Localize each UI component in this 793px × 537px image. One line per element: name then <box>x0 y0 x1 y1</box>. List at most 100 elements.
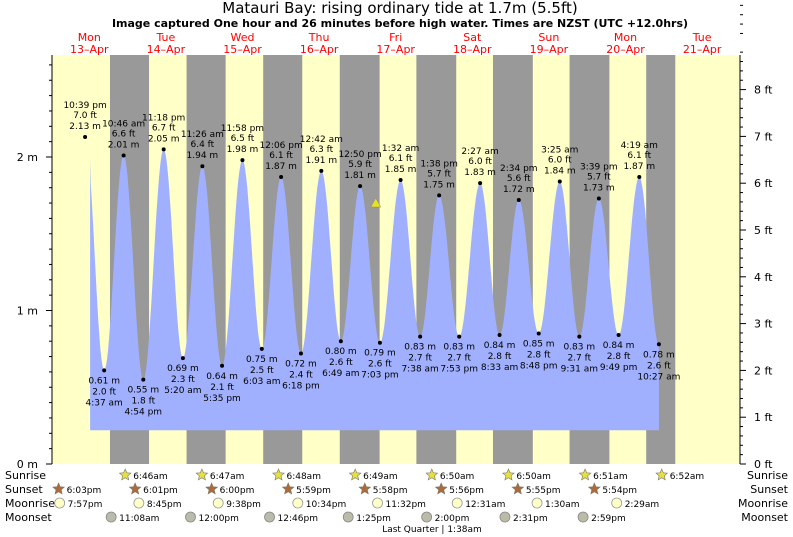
low-tide-meters: 0.64 m <box>206 372 238 382</box>
low-tide-point <box>656 342 661 347</box>
day-name-label: Fri <box>389 31 402 44</box>
high-tide-meters: 1.84 m <box>544 167 576 177</box>
sunset-time: 6:03pm <box>67 486 102 496</box>
sunrise-icon <box>195 468 209 481</box>
high-tide-feet: 6.0 ft <box>468 157 492 167</box>
high-tide-time: 12:50 pm <box>338 150 381 160</box>
high-tide-meters: 1.91 m <box>305 156 337 166</box>
low-tide-point <box>338 339 343 344</box>
moonset-icon <box>577 511 589 523</box>
day-name-label: Sun <box>538 31 559 44</box>
moonset-icon <box>499 511 511 523</box>
low-tide-point <box>298 351 303 356</box>
high-tide-point <box>437 193 442 198</box>
low-tide-meters: 0.85 m <box>523 340 555 350</box>
moonrise-icon <box>292 497 304 509</box>
left-tick-label: 2 m <box>17 151 38 164</box>
sunset-icon <box>434 482 448 495</box>
moonset-icon <box>185 511 196 523</box>
moonset-icon <box>264 511 275 523</box>
low-tide-time: 8:33 am <box>481 363 518 373</box>
plot-area <box>52 55 740 464</box>
row-label-right: Moonset <box>741 511 788 524</box>
high-tide-feet: 6.1 ft <box>627 151 651 161</box>
low-tide-meters: 0.83 m <box>563 343 595 353</box>
sunset-icon <box>128 482 142 495</box>
high-tide-point <box>637 174 642 179</box>
high-tide-point <box>478 181 483 186</box>
row-label-left: Moonrise <box>5 497 55 510</box>
high-tide-time: 10:39 pm <box>63 101 106 111</box>
high-tide-point <box>516 197 521 202</box>
row-label-right: Moonrise <box>738 497 788 510</box>
right-tick-label: 7 ft <box>754 130 773 143</box>
sunset-time: 5:56pm <box>449 486 484 496</box>
low-tide-point <box>497 333 502 338</box>
right-tick-label: 6 ft <box>754 177 773 190</box>
day-date-label: 19–Apr <box>530 43 569 56</box>
high-tide-time: 11:58 pm <box>221 124 264 134</box>
low-tide-feet: 2.1 ft <box>210 383 234 393</box>
day-name-label: Thu <box>308 31 330 44</box>
moonset-time: 2:59pm <box>591 514 626 524</box>
sunrise-time: 6:49am <box>363 472 398 482</box>
high-tide-point <box>358 184 363 189</box>
moonrise-icon <box>372 497 383 509</box>
day-date-label: 17–Apr <box>376 43 415 56</box>
sunrise-time: 6:51am <box>593 472 628 482</box>
low-tide-feet: 2.5 ft <box>250 366 274 376</box>
high-tide-point <box>200 164 205 169</box>
right-tick-label: 2 ft <box>754 364 773 377</box>
axes: 0 m 1 m 2 m 0 ft 1 ft 2 ft 3 ft 4 ft 5 ft 6 ft 7 f… <box>17 4 773 471</box>
moonset-time: 2:31pm <box>513 514 548 524</box>
current-level-marker <box>370 197 382 208</box>
moonrise-icon <box>54 497 66 509</box>
high-tide-meters: 1.83 m <box>464 168 496 178</box>
sunrise-icon <box>118 468 132 481</box>
high-tide-meters: 1.73 m <box>583 183 615 193</box>
day-name-label: Sat <box>463 31 482 44</box>
low-tide-feet: 2.7 ft <box>567 354 591 364</box>
moonrise-icon <box>451 497 463 509</box>
high-tide-time: 3:39 pm <box>580 162 618 172</box>
high-tide-time: 12:42 am <box>300 135 343 145</box>
moonrise-time: 9:38pm <box>226 500 261 510</box>
low-tide-time: 5:35 pm <box>203 394 241 404</box>
sunset-icon <box>281 482 295 495</box>
high-tide-feet: 6.0 ft <box>548 156 572 166</box>
right-tick-label: 8 ft <box>754 84 773 97</box>
low-tide-feet: 2.7 ft <box>447 354 471 364</box>
high-tide-point <box>319 168 324 173</box>
high-tide-meters: 1.85 m <box>385 165 417 175</box>
high-tide-feet: 6.7 ft <box>152 123 176 133</box>
high-tide-point <box>121 153 126 158</box>
high-tide-time: 3:25 am <box>541 146 578 156</box>
tide-area <box>90 149 659 431</box>
low-tide-point <box>180 356 185 361</box>
sunrise-time: 6:46am <box>133 472 168 482</box>
high-tide-feet: 7.0 ft <box>73 111 97 121</box>
low-tide-meters: 0.75 m <box>246 355 278 365</box>
moonset-time: 11:08am <box>119 514 159 524</box>
low-tide-time: 6:18 pm <box>282 381 320 391</box>
sunset-time: 6:01pm <box>143 486 178 496</box>
high-tide-meters: 1.72 m <box>503 185 535 195</box>
high-tide-point <box>398 178 403 183</box>
day-name-label: Wed <box>231 31 255 44</box>
high-tide-feet: 6.3 ft <box>309 145 333 155</box>
high-tide-time: 1:32 am <box>382 144 419 154</box>
low-tide-time: 8:48 pm <box>520 362 558 372</box>
low-tide-feet: 2.8 ft <box>488 352 512 362</box>
low-tide-feet: 1.8 ft <box>131 397 155 407</box>
right-tick-label: 1 ft <box>754 411 773 424</box>
low-tide-time: 6:03 am <box>243 377 280 387</box>
sunrise-icon <box>348 468 362 481</box>
moonrise-time: 7:57pm <box>68 500 103 510</box>
low-tide-feet: 2.4 ft <box>289 370 313 380</box>
high-tide-feet: 5.7 ft <box>427 169 451 179</box>
sunrise-icon <box>425 468 439 481</box>
moonrise-time: 8:45pm <box>147 500 182 510</box>
high-tide-feet: 6.5 ft <box>231 134 255 144</box>
day-date-label: 15–Apr <box>223 43 262 56</box>
low-tide-point <box>141 377 146 382</box>
